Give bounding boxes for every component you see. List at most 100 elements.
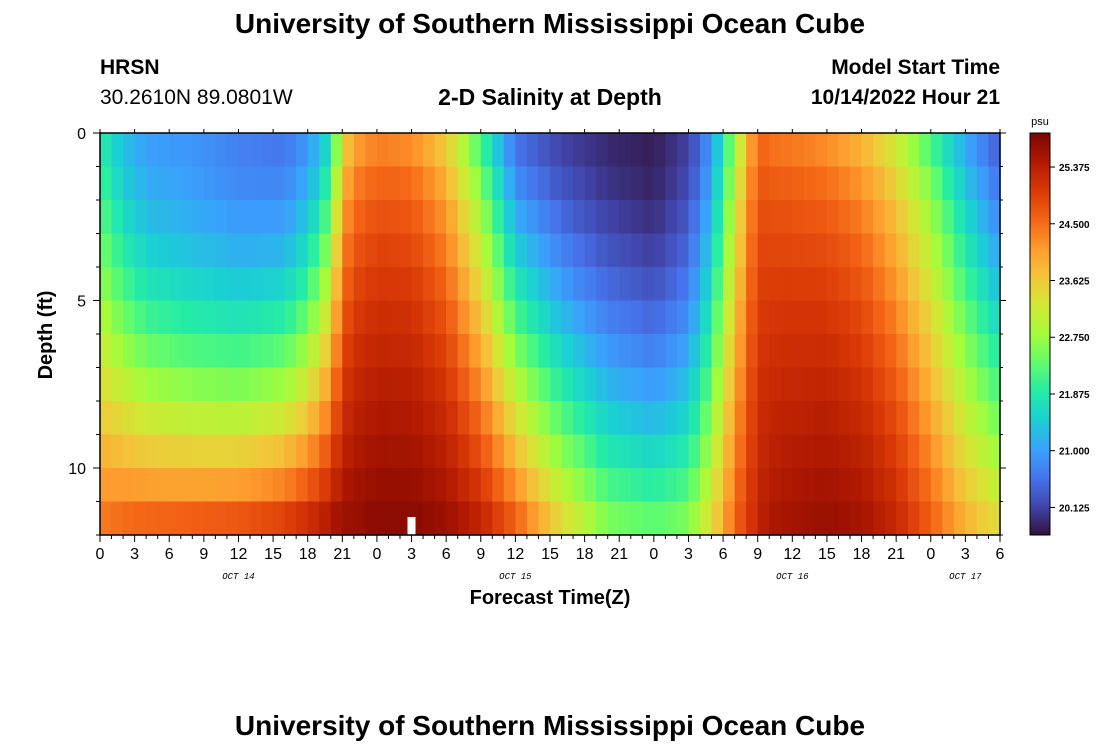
heatmap-cell (550, 401, 563, 436)
heatmap-cell (330, 200, 343, 235)
heatmap-cell (100, 501, 113, 536)
heatmap-cell (342, 367, 355, 402)
heatmap-cell (215, 434, 228, 469)
heatmap-cell (780, 367, 793, 402)
x-tick-label: 6 (996, 546, 1005, 563)
heatmap-cell (538, 267, 551, 302)
heatmap-cell (365, 501, 378, 536)
heatmap-cell (723, 133, 736, 168)
heatmap-cell (123, 200, 136, 235)
heatmap-cell (630, 133, 643, 168)
heatmap-cell (803, 267, 816, 302)
heatmap-cell (480, 367, 493, 402)
heatmap-cell (480, 300, 493, 335)
heatmap-cell (203, 267, 216, 302)
heatmap-cell (434, 267, 447, 302)
heatmap-cell (896, 233, 909, 268)
heatmap-cell (988, 434, 1001, 469)
heatmap-cell (123, 501, 136, 536)
heatmap-cell (261, 233, 274, 268)
heatmap-cell (480, 434, 493, 469)
heatmap-cell (919, 300, 932, 335)
heatmap-cell (907, 401, 920, 436)
heatmap-cell (803, 501, 816, 536)
heatmap-cell (284, 300, 297, 335)
heatmap-cell (100, 233, 113, 268)
heatmap-cell (573, 501, 586, 536)
heatmap-cell (953, 468, 966, 503)
heatmap-cell (953, 200, 966, 235)
heatmap-cell (319, 233, 332, 268)
heatmap-cell (400, 233, 413, 268)
heatmap-cell (561, 166, 574, 201)
colorbar-tick-label: 21.000 (1059, 447, 1090, 458)
heatmap-cell (284, 200, 297, 235)
heatmap-cell (850, 468, 863, 503)
heatmap-cell (561, 133, 574, 168)
heatmap-cell (700, 334, 713, 369)
heatmap-cell (988, 468, 1001, 503)
heatmap-cell (400, 133, 413, 168)
heatmap-cell (619, 434, 632, 469)
heatmap-cell (192, 468, 205, 503)
heatmap-cell (307, 334, 320, 369)
heatmap-cell (757, 334, 770, 369)
heatmap-cell (100, 133, 113, 168)
heatmap-cell (769, 434, 782, 469)
heatmap-cell (930, 334, 943, 369)
heatmap-cell (919, 166, 932, 201)
heatmap-cell (515, 300, 528, 335)
heatmap-cell (573, 367, 586, 402)
heatmap-cell (400, 401, 413, 436)
heatmap-cell (503, 300, 516, 335)
heatmap-cell (838, 401, 851, 436)
heatmap-cell (307, 401, 320, 436)
heatmap-cell (446, 133, 459, 168)
heatmap-cell (723, 434, 736, 469)
heatmap-cell (100, 334, 113, 369)
heatmap-cell (607, 434, 620, 469)
heatmap-cell (157, 133, 170, 168)
heatmap-cell (642, 133, 655, 168)
heatmap-cell (734, 200, 747, 235)
heatmap-cell (157, 334, 170, 369)
heatmap-cell (538, 367, 551, 402)
y-tick-label: 10 (68, 461, 86, 478)
heatmap-cell (365, 200, 378, 235)
heatmap-cell (942, 300, 955, 335)
x-tick-label: 12 (230, 546, 248, 563)
heatmap-cell (388, 233, 401, 268)
heatmap-cell (100, 401, 113, 436)
heatmap-cell (526, 401, 540, 436)
heatmap-cell (700, 166, 713, 201)
heatmap-cell (619, 468, 632, 503)
heatmap-cell (284, 233, 297, 268)
heatmap-cell (688, 267, 701, 302)
heatmap-cell (192, 166, 205, 201)
heatmap-cell (653, 133, 666, 168)
heatmap-cell (469, 200, 482, 235)
heatmap-cell (353, 401, 366, 436)
heatmap-cell (896, 434, 909, 469)
heatmap-cell (515, 501, 528, 536)
heatmap-cell (746, 334, 759, 369)
heatmap-cell (976, 468, 990, 503)
heatmap-cell (273, 133, 286, 168)
heatmap-cell (146, 401, 159, 436)
heatmap-cell (307, 434, 320, 469)
heatmap-cell (873, 300, 886, 335)
heatmap-cell (665, 501, 678, 536)
heatmap-cell (942, 367, 955, 402)
heatmap-cell (803, 300, 816, 335)
heatmap-cell (538, 434, 551, 469)
heatmap-cell (319, 434, 332, 469)
heatmap-cell (953, 434, 966, 469)
heatmap-cell (734, 501, 747, 536)
heatmap-cell (953, 367, 966, 402)
heatmap-cell (965, 166, 978, 201)
heatmap-cell (965, 267, 978, 302)
heatmap-cell (100, 267, 113, 302)
heatmap-cell (192, 233, 205, 268)
heatmap-cell (111, 501, 124, 536)
heatmap-cell (492, 501, 505, 536)
